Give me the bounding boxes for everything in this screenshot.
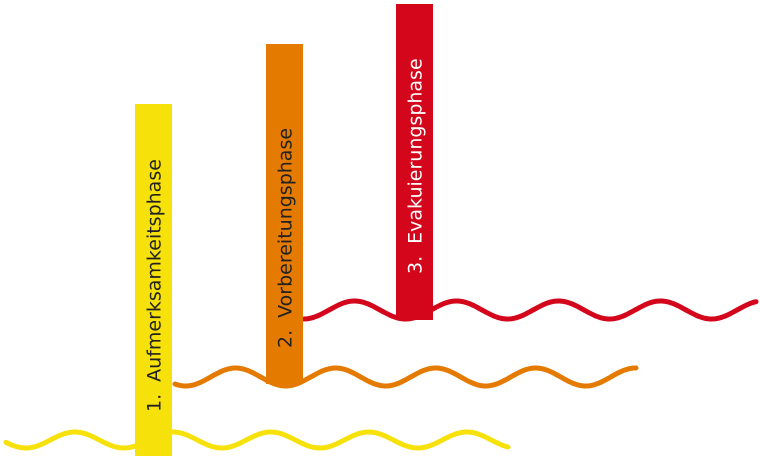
phase-label-3: 3. Evakuierungsphase — [405, 58, 427, 274]
orange-wave-line — [172, 365, 639, 389]
phase-bar-2 — [266, 44, 303, 384]
phase-bar-3 — [396, 4, 433, 320]
phase-number-2: 2. — [275, 330, 297, 348]
phase-name-3: Evakuierungsphase — [405, 58, 427, 244]
red-wave-line — [301, 298, 759, 322]
phase-label-1: 1. Aufmerksamkeitsphase — [144, 159, 166, 412]
phase-bar-1 — [135, 104, 172, 456]
yellow-wave-line — [3, 429, 511, 451]
phase-name-1: Aufmerksamkeitsphase — [144, 159, 166, 382]
phase-label-2: 2. Vorbereitungsphase — [275, 128, 297, 348]
phase-number-1: 1. — [144, 394, 166, 412]
phase-number-3: 3. — [405, 256, 427, 274]
phase-name-2: Vorbereitungsphase — [275, 128, 297, 318]
